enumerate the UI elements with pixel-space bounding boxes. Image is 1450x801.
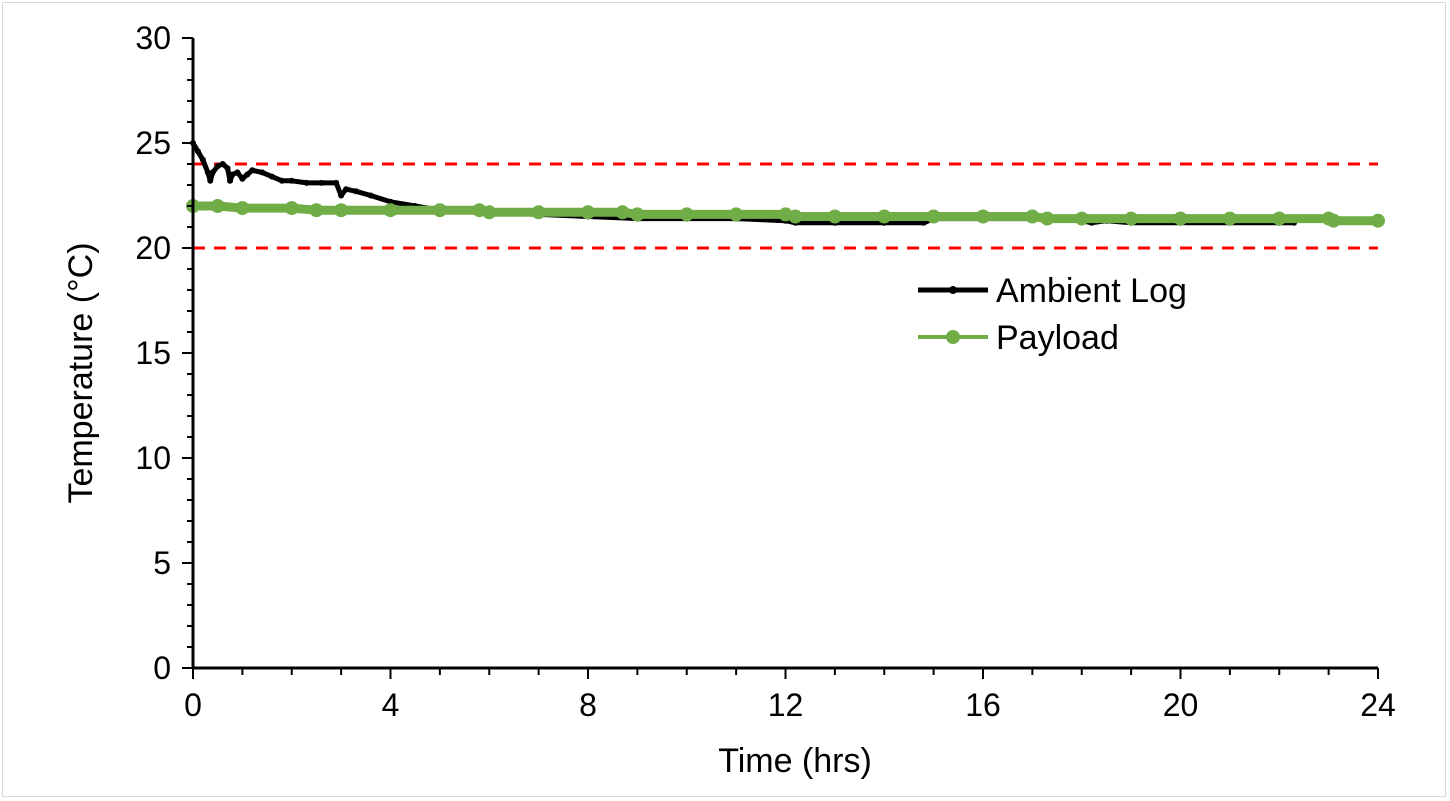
- data-point: [334, 203, 349, 218]
- data-point: [234, 169, 241, 176]
- x-tick-label: 12: [768, 687, 804, 723]
- data-point: [229, 171, 236, 178]
- data-point: [1025, 209, 1040, 224]
- data-point: [352, 188, 359, 195]
- data-point: [1040, 211, 1055, 226]
- legend-label-ambient: Ambient Log: [996, 272, 1187, 310]
- data-point: [284, 201, 299, 216]
- data-point: [199, 156, 206, 163]
- y-tick-label: 10: [135, 440, 171, 476]
- legend-label-payload: Payload: [996, 319, 1119, 357]
- data-point: [244, 171, 251, 178]
- axis-ticks: 0 5 10 15 20 25 30 0 4 8 12 16 20 24: [135, 20, 1395, 723]
- reference-lines: [193, 162, 1378, 250]
- data-point: [309, 203, 324, 218]
- data-point: [1371, 213, 1385, 228]
- data-point: [227, 177, 234, 184]
- data-point: [482, 205, 497, 220]
- y-tick-label: 20: [135, 230, 171, 266]
- data-point: [303, 179, 310, 186]
- data-point: [278, 177, 285, 184]
- data-point: [338, 192, 345, 199]
- data-point: [630, 207, 645, 222]
- x-tick-label: 8: [579, 687, 597, 723]
- data-point: [729, 207, 744, 222]
- data-point: [318, 179, 325, 186]
- legend: Ambient Log Payload: [918, 272, 1187, 357]
- data-point: [920, 219, 927, 226]
- x-tick-label: 20: [1163, 687, 1199, 723]
- y-axis-title: Temperature (°C): [62, 242, 100, 503]
- data-point: [1272, 211, 1287, 226]
- data-point: [788, 209, 803, 224]
- axes: [191, 38, 1378, 670]
- data-point: [1222, 211, 1237, 226]
- series-payload: [186, 199, 1385, 228]
- data-point: [239, 175, 246, 182]
- data-point: [615, 205, 630, 220]
- x-axis-title: Time (hrs): [718, 742, 872, 780]
- data-point: [194, 148, 201, 155]
- y-tick-label: 25: [135, 125, 171, 161]
- data-point: [204, 169, 211, 176]
- data-point: [1074, 211, 1089, 226]
- data-point: [387, 198, 394, 205]
- data-point: [207, 177, 214, 184]
- data-point: [259, 169, 266, 176]
- legend-marker-ambient: [949, 286, 957, 294]
- data-point: [976, 209, 990, 224]
- x-tick-label: 0: [184, 687, 202, 723]
- data-point: [383, 203, 398, 218]
- x-tick-label: 16: [965, 687, 1001, 723]
- x-tick-label: 24: [1360, 687, 1396, 723]
- data-point: [926, 209, 941, 224]
- data-point: [224, 165, 231, 172]
- y-tick-label: 15: [135, 335, 171, 371]
- data-point: [209, 169, 216, 176]
- data-point: [210, 199, 225, 213]
- data-point: [219, 161, 226, 167]
- y-tick-label: 30: [135, 20, 171, 56]
- data-point: [235, 201, 250, 216]
- data-point: [1173, 211, 1188, 226]
- data-point: [1124, 211, 1139, 226]
- legend-item-payload: Payload: [918, 319, 1119, 357]
- series-layer: [186, 140, 1385, 228]
- x-tick-label: 4: [382, 687, 400, 723]
- y-tick-label: 0: [153, 650, 171, 686]
- data-point: [827, 209, 842, 224]
- data-point: [1326, 213, 1341, 228]
- data-point: [432, 203, 447, 218]
- data-point: [249, 167, 256, 174]
- data-point: [343, 186, 350, 193]
- series-line: [188, 201, 1383, 226]
- y-tick-label: 5: [153, 545, 171, 581]
- data-point: [367, 192, 374, 199]
- data-point: [214, 163, 221, 170]
- data-point: [581, 205, 595, 220]
- legend-item-ambient: Ambient Log: [918, 272, 1187, 310]
- data-point: [679, 207, 694, 222]
- data-point: [269, 173, 275, 180]
- data-point: [288, 177, 295, 184]
- data-point: [531, 205, 546, 220]
- data-point: [333, 179, 340, 186]
- legend-marker-payload: [946, 330, 960, 344]
- data-point: [877, 209, 892, 224]
